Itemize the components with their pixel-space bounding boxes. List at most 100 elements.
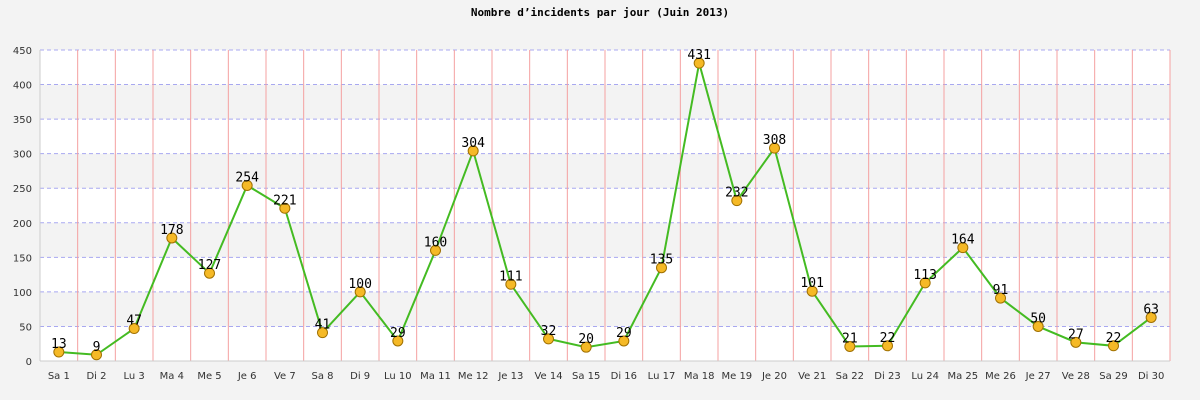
- data-point: [166, 232, 178, 244]
- data-point: [317, 327, 328, 339]
- data-point: [1032, 320, 1044, 332]
- data-point: [882, 340, 893, 352]
- x-tick-label: Me 12: [458, 371, 489, 382]
- x-tick-label: Je 6: [237, 371, 257, 382]
- data-point: [580, 341, 592, 353]
- data-point: [693, 57, 705, 69]
- data-point: [919, 277, 931, 289]
- y-tick-label: 50: [19, 322, 32, 333]
- x-tick-label: Me 5: [197, 371, 221, 382]
- data-labels: 13 9 47 178 127 254 221 41 100 29 160 304 111 32 20 29 1…: [51, 48, 1159, 355]
- data-point: [128, 323, 140, 335]
- y-tick-label: 300: [13, 150, 32, 161]
- x-tick-label: Sa 1: [48, 371, 70, 382]
- y-tick-label: 100: [13, 288, 32, 299]
- x-tick-label: Lu 10: [384, 371, 412, 382]
- data-point: [1070, 336, 1082, 348]
- data-point: [241, 179, 253, 191]
- data-label: 41: [315, 318, 331, 333]
- data-label: 20: [578, 332, 594, 347]
- x-tick-label: Ve 7: [274, 371, 296, 382]
- x-tick-label: Sa 29: [1099, 371, 1127, 382]
- y-tick-label: 250: [13, 184, 32, 195]
- x-tick-label: Sa 8: [311, 371, 333, 382]
- x-tick-label: Ma 11: [420, 371, 451, 382]
- data-point: [91, 349, 102, 361]
- data-label: 232: [725, 186, 748, 201]
- data-point: [957, 242, 969, 254]
- data-point: [430, 244, 441, 256]
- data-label: 135: [650, 253, 673, 268]
- data-label: 127: [198, 258, 221, 273]
- x-tick-label: Me 26: [985, 371, 1016, 382]
- data-point: [618, 335, 630, 347]
- data-label: 221: [273, 193, 296, 208]
- data-label: 164: [951, 233, 975, 248]
- data-point: [279, 202, 291, 214]
- data-label: 100: [348, 277, 371, 292]
- y-tick-label: 0: [26, 357, 32, 368]
- x-tick-label: Sa 22: [836, 371, 864, 382]
- data-point: [731, 195, 743, 207]
- data-label: 47: [126, 314, 142, 329]
- chart-title: Nombre d’incidents par jour (Juin 2013): [470, 6, 730, 19]
- x-tick-label: Di 2: [86, 371, 106, 382]
- data-point: [53, 346, 65, 358]
- data-label: 63: [1143, 302, 1159, 317]
- data-point: [656, 262, 667, 274]
- x-tick-label: Ma 4: [160, 371, 184, 382]
- data-point: [467, 145, 479, 157]
- data-label: 111: [499, 269, 522, 284]
- data-label: 160: [424, 235, 447, 250]
- y-tick-label: 150: [13, 253, 32, 264]
- x-tick-label: Di 16: [611, 371, 637, 382]
- series-line-group: [58, 62, 1152, 356]
- data-point: [769, 142, 780, 154]
- axes: [39, 50, 1170, 362]
- data-point: [844, 340, 856, 352]
- data-points: [53, 57, 1157, 361]
- y-tick-label: 450: [13, 46, 32, 57]
- data-label: 304: [461, 136, 485, 151]
- data-point: [354, 286, 366, 298]
- data-label: 113: [913, 268, 936, 283]
- data-point: [1108, 340, 1119, 352]
- x-tick-label: Ma 18: [684, 371, 715, 382]
- data-label: 22: [880, 331, 896, 346]
- data-label: 308: [763, 133, 786, 148]
- x-tick-label: Je 20: [761, 371, 787, 382]
- data-label: 9: [93, 340, 101, 355]
- x-tick-label: Di 30: [1138, 371, 1164, 382]
- series-line: [58, 62, 1152, 356]
- y-tick-labels: 0 50 100 150 200 250 300 350 400 450: [13, 46, 32, 368]
- data-label: 22: [1106, 331, 1122, 346]
- x-tick-label: Sa 15: [572, 371, 600, 382]
- data-label: 178: [160, 223, 183, 238]
- data-label: 21: [842, 331, 858, 346]
- data-label: 27: [1068, 327, 1084, 342]
- y-tick-label: 400: [13, 81, 32, 92]
- x-tick-labels: Sa 1 Di 2 Lu 3 Ma 4 Me 5 Je 6 Ve 7 Sa 8 Di 9 Lu 1…: [48, 371, 1165, 382]
- x-tick-label: Di 23: [874, 371, 900, 382]
- data-point: [995, 292, 1006, 304]
- x-tick-label: Lu 24: [911, 371, 939, 382]
- data-label: 29: [390, 326, 406, 341]
- data-point: [204, 267, 215, 279]
- data-point: [806, 285, 818, 297]
- data-label: 254: [235, 170, 259, 185]
- x-tick-label: Lu 17: [648, 371, 676, 382]
- x-tick-label: Ve 21: [798, 371, 826, 382]
- x-tick-label: Lu 3: [124, 371, 145, 382]
- x-tick-label: Ma 25: [947, 371, 978, 382]
- x-tick-label: Ve 28: [1062, 371, 1090, 382]
- data-point: [392, 335, 404, 347]
- data-label: 32: [541, 324, 557, 339]
- data-point: [505, 278, 517, 290]
- data-label: 91: [993, 283, 1009, 298]
- data-label: 431: [687, 48, 710, 63]
- x-tick-label: Ve 14: [534, 371, 562, 382]
- vertical-gridlines: [39, 50, 1171, 361]
- y-tick-label: 200: [13, 219, 32, 230]
